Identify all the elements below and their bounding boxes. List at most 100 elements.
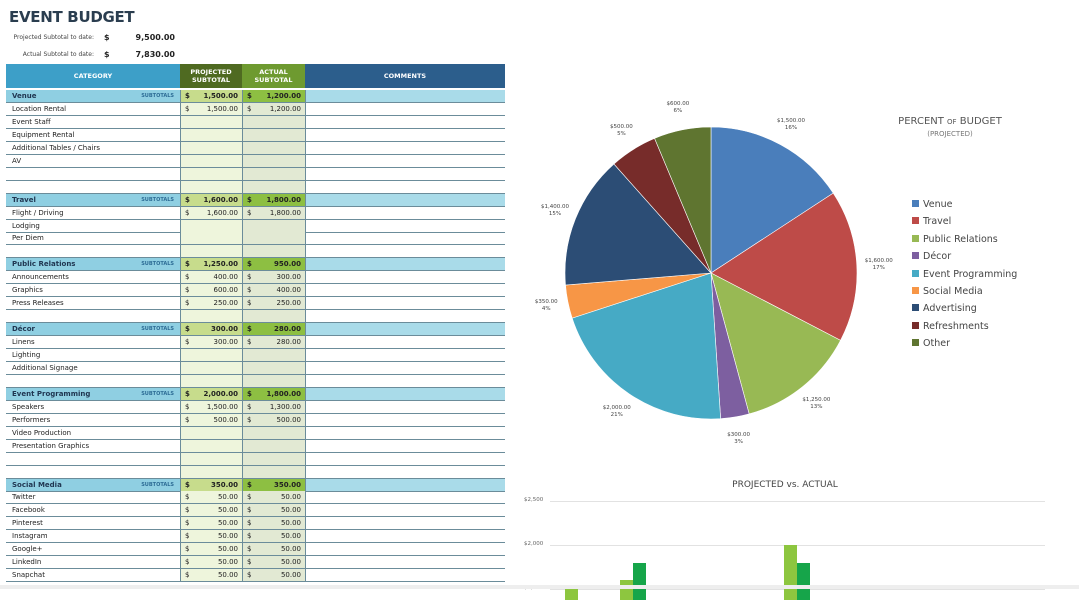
comment-cell[interactable] xyxy=(305,141,505,154)
section-projected-cell[interactable]: $1,500.00 xyxy=(180,90,242,102)
item-projected-cell[interactable] xyxy=(180,452,242,465)
item-name-cell[interactable]: Press Releases xyxy=(6,297,180,309)
item-projected-cell[interactable]: $500.00 xyxy=(180,413,242,426)
comment-cell[interactable] xyxy=(305,180,505,193)
item-projected-cell[interactable] xyxy=(180,167,242,180)
item-actual-cell[interactable]: $50.00 xyxy=(242,569,305,582)
item-actual-cell[interactable] xyxy=(242,465,305,478)
comment-cell[interactable] xyxy=(305,465,505,478)
item-actual-cell[interactable]: $50.00 xyxy=(242,504,305,517)
item-name-cell[interactable]: Linens xyxy=(6,336,180,348)
section-actual-cell[interactable]: $1,200.00 xyxy=(242,90,305,102)
projected-bar-travel[interactable] xyxy=(619,580,633,600)
item-projected-cell[interactable] xyxy=(180,361,242,374)
item-actual-cell[interactable] xyxy=(242,439,305,452)
item-projected-cell[interactable]: $50.00 xyxy=(180,517,242,530)
pie-slice-event-programming[interactable] xyxy=(571,272,721,420)
actual-bar-event-programming[interactable] xyxy=(797,562,811,600)
item-actual-cell[interactable] xyxy=(242,245,305,258)
item-projected-cell[interactable] xyxy=(180,180,242,193)
comment-cell[interactable] xyxy=(305,128,505,141)
comment-cell[interactable] xyxy=(305,387,505,400)
comment-cell[interactable] xyxy=(305,310,505,323)
comment-cell[interactable] xyxy=(305,400,505,413)
comment-cell[interactable] xyxy=(305,193,505,206)
item-projected-cell[interactable] xyxy=(180,439,242,452)
comment-cell[interactable] xyxy=(305,504,505,517)
item-actual-cell[interactable] xyxy=(242,167,305,180)
item-actual-cell[interactable]: $400.00 xyxy=(242,284,305,297)
comment-cell[interactable] xyxy=(305,361,505,374)
item-projected-cell[interactable]: $250.00 xyxy=(180,297,242,310)
section-actual-cell[interactable]: $1,800.00 xyxy=(242,387,305,400)
item-name-cell[interactable]: Presentation Graphics xyxy=(6,440,180,452)
item-name-cell[interactable]: Graphics xyxy=(6,284,180,296)
pie-slice-travel[interactable] xyxy=(710,192,858,341)
item-projected-cell[interactable]: $50.00 xyxy=(180,491,242,504)
comment-cell[interactable] xyxy=(305,478,505,491)
item-actual-cell[interactable]: $50.00 xyxy=(242,491,305,504)
comment-cell[interactable] xyxy=(305,569,505,582)
item-name-cell[interactable]: Speakers xyxy=(6,401,180,413)
comment-cell[interactable] xyxy=(305,374,505,387)
item-name-cell[interactable]: Video Production xyxy=(6,427,180,439)
comment-cell[interactable] xyxy=(305,297,505,310)
item-actual-cell[interactable] xyxy=(242,426,305,439)
section-actual-cell[interactable]: $1,800.00 xyxy=(242,193,305,206)
projected-bar-event-programming[interactable] xyxy=(784,545,798,600)
section-projected-cell[interactable]: $1,250.00 xyxy=(180,258,242,271)
item-projected-cell[interactable]: $1,500.00 xyxy=(180,400,242,413)
item-name-cell[interactable]: Event Staff xyxy=(6,116,180,128)
item-projected-cell[interactable] xyxy=(180,154,242,167)
pie-slice-advertising[interactable] xyxy=(564,163,712,286)
comment-cell[interactable] xyxy=(305,90,505,102)
item-name-cell[interactable]: Snapchat xyxy=(6,569,180,581)
comment-cell[interactable] xyxy=(305,167,505,180)
item-actual-cell[interactable]: $50.00 xyxy=(242,517,305,530)
item-actual-cell[interactable] xyxy=(242,128,305,141)
item-actual-cell[interactable]: $50.00 xyxy=(242,556,305,569)
item-name-cell[interactable]: Announcements xyxy=(6,271,180,283)
item-name-cell[interactable]: Additional Tables / Chairs xyxy=(6,142,180,154)
comment-cell[interactable] xyxy=(305,232,505,245)
item-actual-cell[interactable]: $50.00 xyxy=(242,530,305,543)
item-actual-cell[interactable] xyxy=(242,115,305,128)
comment-cell[interactable] xyxy=(305,517,505,530)
comment-cell[interactable] xyxy=(305,206,505,219)
section-projected-cell[interactable]: $2,000.00 xyxy=(180,387,242,400)
section-projected-cell[interactable]: $350.00 xyxy=(180,478,242,491)
actual-bar-travel[interactable] xyxy=(632,562,646,600)
item-projected-cell[interactable]: $1,600.00 xyxy=(180,206,242,219)
item-projected-cell[interactable]: $400.00 xyxy=(180,271,242,284)
item-name-cell[interactable]: Per Diem xyxy=(6,232,180,244)
comment-cell[interactable] xyxy=(305,556,505,569)
item-name-cell[interactable]: AV xyxy=(6,155,180,167)
item-actual-cell[interactable] xyxy=(242,310,305,323)
item-name-cell[interactable]: Lodging xyxy=(6,220,180,232)
comment-cell[interactable] xyxy=(305,530,505,543)
item-actual-cell[interactable] xyxy=(242,349,305,361)
section-name-cell[interactable]: Venue SUBTOTALS xyxy=(6,90,180,102)
comment-cell[interactable] xyxy=(305,439,505,452)
comment-cell[interactable] xyxy=(305,245,505,258)
comment-cell[interactable] xyxy=(305,426,505,439)
item-actual-cell[interactable] xyxy=(242,452,305,465)
item-name-cell[interactable]: Facebook xyxy=(6,504,180,516)
item-actual-cell[interactable] xyxy=(242,374,305,387)
comment-cell[interactable] xyxy=(305,219,505,232)
pie-slice-other[interactable] xyxy=(654,126,712,274)
item-actual-cell[interactable]: $280.00 xyxy=(242,336,305,349)
comment-cell[interactable] xyxy=(305,115,505,128)
section-actual-cell[interactable]: $350.00 xyxy=(242,478,305,491)
item-projected-cell[interactable]: $50.00 xyxy=(180,543,242,556)
pie-slice-venue[interactable] xyxy=(710,126,834,274)
item-projected-cell[interactable]: $50.00 xyxy=(180,504,242,517)
item-name-cell[interactable]: Google+ xyxy=(6,543,180,555)
item-projected-cell[interactable] xyxy=(180,128,242,141)
comment-cell[interactable] xyxy=(305,271,505,284)
section-name-cell[interactable]: Travel SUBTOTALS xyxy=(6,194,180,206)
comment-cell[interactable] xyxy=(305,349,505,361)
item-projected-cell[interactable] xyxy=(180,115,242,128)
item-name-cell[interactable]: Flight / Driving xyxy=(6,207,180,219)
item-projected-cell[interactable] xyxy=(180,374,242,387)
